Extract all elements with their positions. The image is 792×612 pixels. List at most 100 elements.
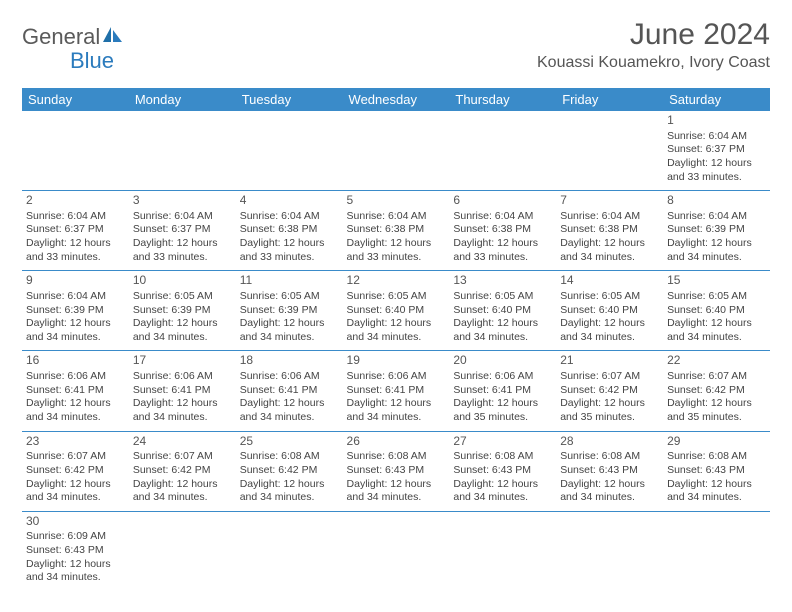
daylight-line: Daylight: 12 hours and 35 minutes. <box>453 397 552 424</box>
day-number: 25 <box>240 434 339 450</box>
day-cell: 28Sunrise: 6:08 AMSunset: 6:43 PMDayligh… <box>556 431 663 511</box>
daylight-line: Daylight: 12 hours and 33 minutes. <box>240 237 339 264</box>
sunrise-line: Sunrise: 6:05 AM <box>347 290 446 304</box>
logo-text-gray: General <box>22 24 100 50</box>
daylight-line: Daylight: 12 hours and 33 minutes. <box>347 237 446 264</box>
day-cell: 27Sunrise: 6:08 AMSunset: 6:43 PMDayligh… <box>449 431 556 511</box>
day-cell: 13Sunrise: 6:05 AMSunset: 6:40 PMDayligh… <box>449 271 556 351</box>
day-number: 30 <box>26 514 125 530</box>
sunset-line: Sunset: 6:41 PM <box>26 384 125 398</box>
blank-cell <box>343 511 450 591</box>
sunset-line: Sunset: 6:41 PM <box>240 384 339 398</box>
day-cell: 24Sunrise: 6:07 AMSunset: 6:42 PMDayligh… <box>129 431 236 511</box>
sunrise-line: Sunrise: 6:08 AM <box>453 450 552 464</box>
day-cell: 26Sunrise: 6:08 AMSunset: 6:43 PMDayligh… <box>343 431 450 511</box>
sunset-line: Sunset: 6:43 PM <box>453 464 552 478</box>
sunrise-line: Sunrise: 6:04 AM <box>667 130 766 144</box>
day-number: 28 <box>560 434 659 450</box>
daylight-line: Daylight: 12 hours and 33 minutes. <box>133 237 232 264</box>
sunset-line: Sunset: 6:37 PM <box>133 223 232 237</box>
sunset-line: Sunset: 6:43 PM <box>667 464 766 478</box>
sunset-line: Sunset: 6:42 PM <box>133 464 232 478</box>
blank-cell <box>556 511 663 591</box>
day-cell: 17Sunrise: 6:06 AMSunset: 6:41 PMDayligh… <box>129 351 236 431</box>
sunrise-line: Sunrise: 6:06 AM <box>240 370 339 384</box>
sunrise-line: Sunrise: 6:07 AM <box>26 450 125 464</box>
daylight-line: Daylight: 12 hours and 34 minutes. <box>133 397 232 424</box>
sunset-line: Sunset: 6:41 PM <box>133 384 232 398</box>
day-cell: 11Sunrise: 6:05 AMSunset: 6:39 PMDayligh… <box>236 271 343 351</box>
day-cell: 6Sunrise: 6:04 AMSunset: 6:38 PMDaylight… <box>449 191 556 271</box>
day-cell: 3Sunrise: 6:04 AMSunset: 6:37 PMDaylight… <box>129 191 236 271</box>
daylight-line: Daylight: 12 hours and 33 minutes. <box>453 237 552 264</box>
day-number: 27 <box>453 434 552 450</box>
sunrise-line: Sunrise: 6:05 AM <box>453 290 552 304</box>
weekday-header: Tuesday <box>236 88 343 111</box>
day-cell: 8Sunrise: 6:04 AMSunset: 6:39 PMDaylight… <box>663 191 770 271</box>
day-cell: 30Sunrise: 6:09 AMSunset: 6:43 PMDayligh… <box>22 511 129 591</box>
sunrise-line: Sunrise: 6:04 AM <box>133 210 232 224</box>
sunrise-line: Sunrise: 6:04 AM <box>26 290 125 304</box>
month-title: June 2024 <box>537 18 770 52</box>
day-number: 17 <box>133 353 232 369</box>
daylight-line: Daylight: 12 hours and 34 minutes. <box>667 237 766 264</box>
daylight-line: Daylight: 12 hours and 34 minutes. <box>133 317 232 344</box>
daylight-line: Daylight: 12 hours and 34 minutes. <box>347 478 446 505</box>
sunrise-line: Sunrise: 6:04 AM <box>347 210 446 224</box>
daylight-line: Daylight: 12 hours and 35 minutes. <box>667 397 766 424</box>
day-number: 12 <box>347 273 446 289</box>
day-cell: 1Sunrise: 6:04 AMSunset: 6:37 PMDaylight… <box>663 111 770 191</box>
weekday-header: Thursday <box>449 88 556 111</box>
sunset-line: Sunset: 6:38 PM <box>560 223 659 237</box>
day-cell: 4Sunrise: 6:04 AMSunset: 6:38 PMDaylight… <box>236 191 343 271</box>
sunrise-line: Sunrise: 6:04 AM <box>560 210 659 224</box>
sunset-line: Sunset: 6:39 PM <box>667 223 766 237</box>
daylight-line: Daylight: 12 hours and 34 minutes. <box>26 317 125 344</box>
calendar-body: 1Sunrise: 6:04 AMSunset: 6:37 PMDaylight… <box>22 111 770 591</box>
daylight-line: Daylight: 12 hours and 34 minutes. <box>240 478 339 505</box>
day-number: 23 <box>26 434 125 450</box>
blank-cell <box>236 111 343 191</box>
sunset-line: Sunset: 6:42 PM <box>667 384 766 398</box>
sail-icon <box>102 25 124 48</box>
sunrise-line: Sunrise: 6:05 AM <box>133 290 232 304</box>
day-cell: 16Sunrise: 6:06 AMSunset: 6:41 PMDayligh… <box>22 351 129 431</box>
daylight-line: Daylight: 12 hours and 34 minutes. <box>453 478 552 505</box>
day-number: 16 <box>26 353 125 369</box>
sunrise-line: Sunrise: 6:06 AM <box>26 370 125 384</box>
sunset-line: Sunset: 6:40 PM <box>347 304 446 318</box>
day-number: 2 <box>26 193 125 209</box>
daylight-line: Daylight: 12 hours and 34 minutes. <box>26 397 125 424</box>
sunrise-line: Sunrise: 6:05 AM <box>667 290 766 304</box>
sunrise-line: Sunrise: 6:06 AM <box>453 370 552 384</box>
sunrise-line: Sunrise: 6:06 AM <box>347 370 446 384</box>
day-cell: 23Sunrise: 6:07 AMSunset: 6:42 PMDayligh… <box>22 431 129 511</box>
sunset-line: Sunset: 6:42 PM <box>240 464 339 478</box>
sunset-line: Sunset: 6:43 PM <box>347 464 446 478</box>
sunset-line: Sunset: 6:38 PM <box>240 223 339 237</box>
sunset-line: Sunset: 6:40 PM <box>667 304 766 318</box>
day-number: 7 <box>560 193 659 209</box>
day-cell: 15Sunrise: 6:05 AMSunset: 6:40 PMDayligh… <box>663 271 770 351</box>
day-number: 8 <box>667 193 766 209</box>
day-number: 29 <box>667 434 766 450</box>
day-number: 26 <box>347 434 446 450</box>
daylight-line: Daylight: 12 hours and 34 minutes. <box>26 558 125 585</box>
day-cell: 25Sunrise: 6:08 AMSunset: 6:42 PMDayligh… <box>236 431 343 511</box>
sunset-line: Sunset: 6:39 PM <box>240 304 339 318</box>
sunrise-line: Sunrise: 6:08 AM <box>667 450 766 464</box>
day-number: 18 <box>240 353 339 369</box>
day-number: 9 <box>26 273 125 289</box>
blank-cell <box>22 111 129 191</box>
daylight-line: Daylight: 12 hours and 34 minutes. <box>240 317 339 344</box>
daylight-line: Daylight: 12 hours and 34 minutes. <box>667 317 766 344</box>
sunset-line: Sunset: 6:39 PM <box>133 304 232 318</box>
sunrise-line: Sunrise: 6:07 AM <box>667 370 766 384</box>
sunrise-line: Sunrise: 6:04 AM <box>453 210 552 224</box>
day-number: 15 <box>667 273 766 289</box>
weekday-header: Wednesday <box>343 88 450 111</box>
blank-cell <box>129 111 236 191</box>
daylight-line: Daylight: 12 hours and 34 minutes. <box>560 317 659 344</box>
sunrise-line: Sunrise: 6:07 AM <box>133 450 232 464</box>
daylight-line: Daylight: 12 hours and 34 minutes. <box>560 478 659 505</box>
